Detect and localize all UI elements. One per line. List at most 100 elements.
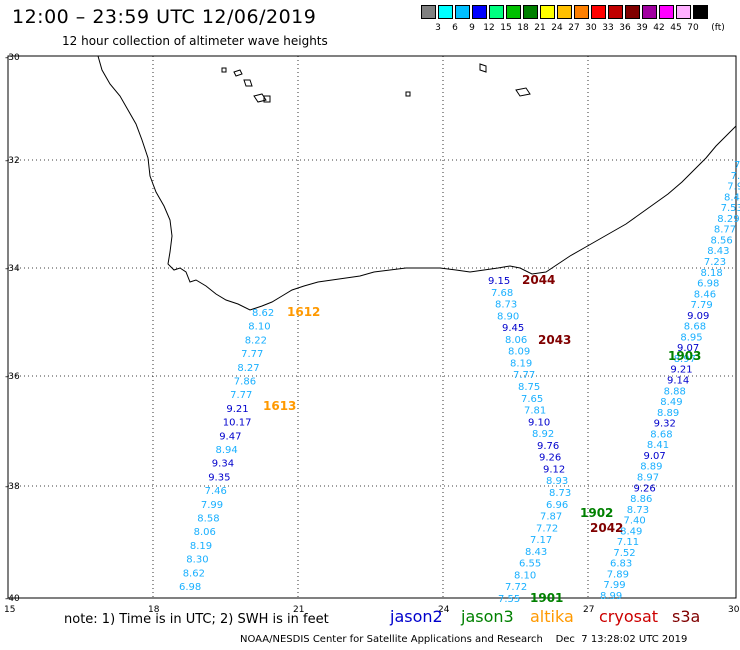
swh-value-label: 8.43 bbox=[707, 246, 729, 257]
swh-value-label: 8.19 bbox=[510, 358, 532, 369]
legend-label: 70 bbox=[687, 23, 699, 33]
swh-value-label: 7.72 bbox=[536, 523, 558, 534]
legend-swatch bbox=[489, 5, 504, 19]
swh-value-label: 8.56 bbox=[711, 235, 733, 246]
lat-label: -36 bbox=[5, 372, 20, 382]
swh-value-label: 6.98 bbox=[697, 279, 719, 290]
swh-value-label: 8.62 bbox=[183, 568, 205, 579]
longitude-labels: 15 18 21 24 27 30 bbox=[4, 605, 740, 615]
swh-value-label: 8.97 bbox=[637, 473, 659, 484]
time-label-2044: 2044 bbox=[522, 273, 555, 287]
swh-value-label: 7.55 bbox=[498, 594, 520, 605]
swh-value-label: 7.11 bbox=[617, 537, 639, 548]
satellite-label-jason3: jason3 bbox=[461, 607, 514, 626]
legend-label: 6 bbox=[452, 23, 458, 33]
swh-value-label: 7.87 bbox=[540, 512, 562, 523]
legend-swatch bbox=[574, 5, 589, 19]
legend-label: 15 bbox=[500, 23, 512, 33]
satellite-label-s3a: s3a bbox=[672, 607, 701, 626]
legend-swatch bbox=[523, 5, 538, 19]
lon-label: 21 bbox=[293, 605, 304, 615]
swh-value-label: 9.21 bbox=[670, 365, 692, 376]
swh-value-label: 9.09 bbox=[687, 311, 709, 322]
legend-label: 9 bbox=[469, 23, 475, 33]
swh-value-label: 8.97 bbox=[674, 354, 696, 365]
swh-value-label: 8.41 bbox=[647, 440, 669, 451]
swh-value-label: 7.68 bbox=[491, 288, 513, 299]
legend-label: 33 bbox=[602, 23, 614, 33]
time-label-1902: 1902 bbox=[580, 506, 613, 520]
legend-label: 27 bbox=[568, 23, 580, 33]
swh-value-label: 8.73 bbox=[549, 488, 571, 499]
swh-value-label: 7.8 bbox=[731, 171, 740, 182]
lat-label: -32 bbox=[5, 156, 20, 166]
swh-value-label: 8.89 bbox=[640, 462, 662, 473]
track-time-labels: 1612 1613 2044 2043 2042 1903 1902 1901 bbox=[263, 273, 701, 605]
legend-swatch bbox=[472, 5, 487, 19]
swh-value-label: 8.68 bbox=[684, 322, 706, 333]
swh-value-label: 7.89 bbox=[607, 570, 629, 581]
swh-value-label: 8.99 bbox=[600, 591, 622, 602]
swh-value-label: 8.92 bbox=[532, 429, 554, 440]
swh-value-label: 8.29 bbox=[717, 214, 739, 225]
footer-note: note: 1) Time is in UTC; 2) SWH is in fe… bbox=[64, 612, 329, 627]
swh-value-label: 9.26 bbox=[539, 453, 561, 464]
lon-label: 18 bbox=[148, 605, 160, 615]
lon-label: 27 bbox=[583, 605, 594, 615]
swh-value-label: 7.72 bbox=[505, 582, 527, 593]
legend-label: 18 bbox=[517, 23, 529, 33]
time-label-2043: 2043 bbox=[538, 333, 571, 347]
swh-value-label: 9.12 bbox=[543, 464, 565, 475]
swh-value-label: 8.49 bbox=[620, 526, 642, 537]
swh-value-label: 7.77 bbox=[513, 370, 535, 381]
swh-value-label: 8.88 bbox=[664, 386, 686, 397]
swh-value-label: 8.06 bbox=[505, 335, 527, 346]
lon-label: 24 bbox=[438, 605, 450, 615]
swh-value-label: 7.53 bbox=[721, 203, 740, 214]
swh-value-label: 8.10 bbox=[514, 570, 536, 581]
swh-value-label: 7.81 bbox=[524, 406, 546, 417]
time-label-1903: 1903 bbox=[668, 349, 701, 363]
legend-label: 30 bbox=[585, 23, 597, 33]
legend-swatch bbox=[608, 5, 623, 19]
graticule bbox=[8, 56, 736, 598]
legend-swatch bbox=[557, 5, 572, 19]
swh-value-label: 7.77 bbox=[230, 390, 252, 401]
swh-value-label: 9.07 bbox=[644, 451, 666, 462]
swh-value-label: 8.62 bbox=[252, 308, 274, 319]
lon-label: 30 bbox=[728, 605, 740, 615]
legend-label: 45 bbox=[670, 23, 682, 33]
swh-value-label: 8.49 bbox=[660, 397, 682, 408]
satellite-label-jason2: jason2 bbox=[390, 607, 443, 626]
legend-label: 21 bbox=[534, 23, 546, 33]
swh-value-label: 9.14 bbox=[667, 376, 689, 387]
swh-value-label: 7.99 bbox=[201, 500, 223, 511]
swh-value-label: 8.68 bbox=[650, 429, 672, 440]
swh-value-label: 9.10 bbox=[528, 417, 550, 428]
swh-value-label: 8.06 bbox=[194, 527, 216, 538]
swh-value-label: 7.17 bbox=[530, 535, 552, 546]
swh-value-label: 6.98 bbox=[179, 582, 201, 593]
swh-value-label: 7.52 bbox=[613, 548, 635, 559]
swh-value-label: 8.75 bbox=[518, 382, 540, 393]
page-subtitle: 12 hour collection of altimeter wave hei… bbox=[62, 34, 328, 48]
swh-value-label: 7.46 bbox=[205, 486, 227, 497]
credit-line: NOAA/NESDIS Center for Satellite Applica… bbox=[240, 634, 688, 645]
swh-value-label: 8.09 bbox=[508, 347, 530, 358]
time-label-1613: 1613 bbox=[263, 399, 296, 413]
track-2044-values: 9.157.688.738.909.458.068.098.197.778.75… bbox=[488, 276, 571, 605]
swh-value-label: 7 bbox=[734, 160, 740, 171]
swh-value-label: 8.90 bbox=[497, 311, 519, 322]
swh-value-label: 8.73 bbox=[627, 505, 649, 516]
swh-value-label: 7.99 bbox=[603, 580, 625, 591]
legend-swatch bbox=[676, 5, 691, 19]
legend-label: 24 bbox=[551, 23, 563, 33]
swh-value-label: 9.45 bbox=[502, 323, 524, 334]
swh-value-label: 7.65 bbox=[521, 394, 543, 405]
swh-value-label: 8.89 bbox=[657, 408, 679, 419]
swh-value-label: 8.10 bbox=[248, 322, 270, 333]
swh-value-label: 9.35 bbox=[208, 472, 230, 483]
legend-label: 36 bbox=[619, 23, 631, 33]
